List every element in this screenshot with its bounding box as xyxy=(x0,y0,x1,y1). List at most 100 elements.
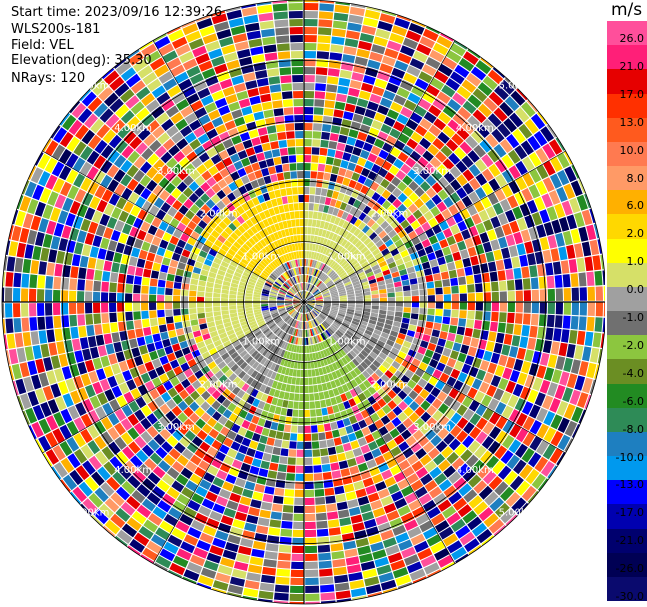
range-gate-cell xyxy=(144,361,155,372)
range-gate-cell xyxy=(337,386,345,395)
range-gate-cell xyxy=(294,243,299,251)
range-gate-cell xyxy=(213,422,224,432)
range-gate-cell xyxy=(212,215,222,225)
range-gate-cell xyxy=(117,302,125,312)
range-gate-cell xyxy=(391,176,401,187)
range-gate-cell xyxy=(296,313,300,320)
range-gate-cell xyxy=(362,195,371,205)
range-gate-cell xyxy=(324,164,333,173)
range-gate-cell xyxy=(202,33,218,45)
range-gate-cell xyxy=(247,315,255,321)
range-gate-cell xyxy=(259,20,274,30)
range-gate-cell xyxy=(269,275,276,281)
azimuth-line xyxy=(42,150,305,303)
range-gate-cell xyxy=(394,316,402,323)
range-gate-cell xyxy=(488,476,503,490)
range-gate-cell xyxy=(466,319,475,328)
range-gate-cell xyxy=(277,348,283,356)
range-gate-cell xyxy=(305,329,308,337)
range-gate-cell xyxy=(397,181,408,192)
range-gate-cell xyxy=(183,418,195,430)
range-gate-cell xyxy=(291,243,296,252)
range-gate-cell xyxy=(159,428,172,440)
range-gate-cell xyxy=(273,283,281,288)
range-gate-cell xyxy=(162,257,171,266)
range-gate-cell xyxy=(264,445,274,454)
range-gate-cell xyxy=(293,251,297,259)
range-gate-cell xyxy=(294,304,301,309)
range-gate-cell xyxy=(324,278,332,285)
range-gate-cell xyxy=(555,232,565,247)
range-gate-cell xyxy=(317,245,322,253)
range-gate-cell xyxy=(347,432,357,442)
range-gate-cell xyxy=(356,268,364,275)
range-gate-cell xyxy=(311,310,317,317)
range-gate-cell xyxy=(87,97,103,112)
colorbar-swatch xyxy=(607,480,647,505)
range-gate-cell xyxy=(306,243,310,251)
range-gate-cell xyxy=(315,504,327,513)
range-gate-cell xyxy=(317,43,330,52)
range-gate-cell xyxy=(77,387,89,401)
range-gate-cell xyxy=(454,259,464,269)
range-gate-cell xyxy=(38,218,49,233)
range-gate-cell xyxy=(305,553,318,561)
range-gate-cell xyxy=(323,293,331,297)
nrays-value: 120 xyxy=(60,71,86,86)
range-gate-cell xyxy=(381,469,393,480)
range-gate-cell xyxy=(159,164,171,177)
range-gate-cell xyxy=(245,80,258,90)
range-gate-cell xyxy=(277,293,285,297)
range-gate-cell xyxy=(102,323,111,334)
range-gate-cell xyxy=(207,234,217,244)
range-gate-cell xyxy=(120,89,135,103)
range-gate-cell xyxy=(509,220,520,234)
range-gate-cell xyxy=(251,458,262,468)
range-gate-cell xyxy=(280,213,287,221)
range-gate-cell xyxy=(149,278,158,287)
range-gate-cell xyxy=(278,266,285,273)
range-gate-cell xyxy=(253,299,261,302)
range-gate-cell xyxy=(305,275,307,283)
range-gate-cell xyxy=(472,328,481,339)
range-gate-cell xyxy=(254,330,262,337)
range-gate-cell xyxy=(371,430,382,440)
range-gate-cell xyxy=(569,197,581,214)
range-gate-cell xyxy=(408,230,418,240)
range-gate-cell xyxy=(353,64,366,74)
range-gate-cell xyxy=(394,453,406,464)
range-gate-cell xyxy=(490,216,501,229)
range-gate-cell xyxy=(221,289,229,295)
range-gate-cell xyxy=(451,302,459,310)
range-gate-cell xyxy=(107,149,120,164)
range-gate-cell xyxy=(304,409,310,417)
range-gate-cell xyxy=(246,121,257,131)
range-gate-cell xyxy=(161,391,172,403)
range-gate-cell xyxy=(280,287,288,292)
range-gate-cell xyxy=(124,293,133,302)
range-gate-cell xyxy=(326,257,332,265)
range-gate-cell xyxy=(161,441,173,453)
range-gate-cell xyxy=(232,386,241,395)
range-gate-cell xyxy=(24,346,34,361)
range-gate-cell xyxy=(402,255,412,263)
range-gate-cell xyxy=(161,118,174,131)
range-gate-cell xyxy=(272,414,280,423)
range-gate-cell xyxy=(121,340,131,351)
range-gate-cell xyxy=(183,569,200,582)
range-gate-cell xyxy=(323,205,330,213)
range-gate-cell xyxy=(334,320,342,326)
range-gate-cell xyxy=(410,441,422,453)
range-gate-cell xyxy=(115,242,125,254)
range-gate-cell xyxy=(361,281,369,287)
range-gate-cell xyxy=(281,196,288,205)
range-gate-cell xyxy=(195,396,205,406)
range-gate-cell xyxy=(6,256,16,272)
range-gate-cell xyxy=(358,212,367,221)
range-gate-cell xyxy=(420,181,431,192)
range-gate-cell xyxy=(37,275,46,289)
range-gate-cell xyxy=(320,312,327,318)
range-gate-cell xyxy=(136,107,150,121)
range-gate-cell xyxy=(293,268,297,276)
range-gate-cell xyxy=(146,413,158,425)
